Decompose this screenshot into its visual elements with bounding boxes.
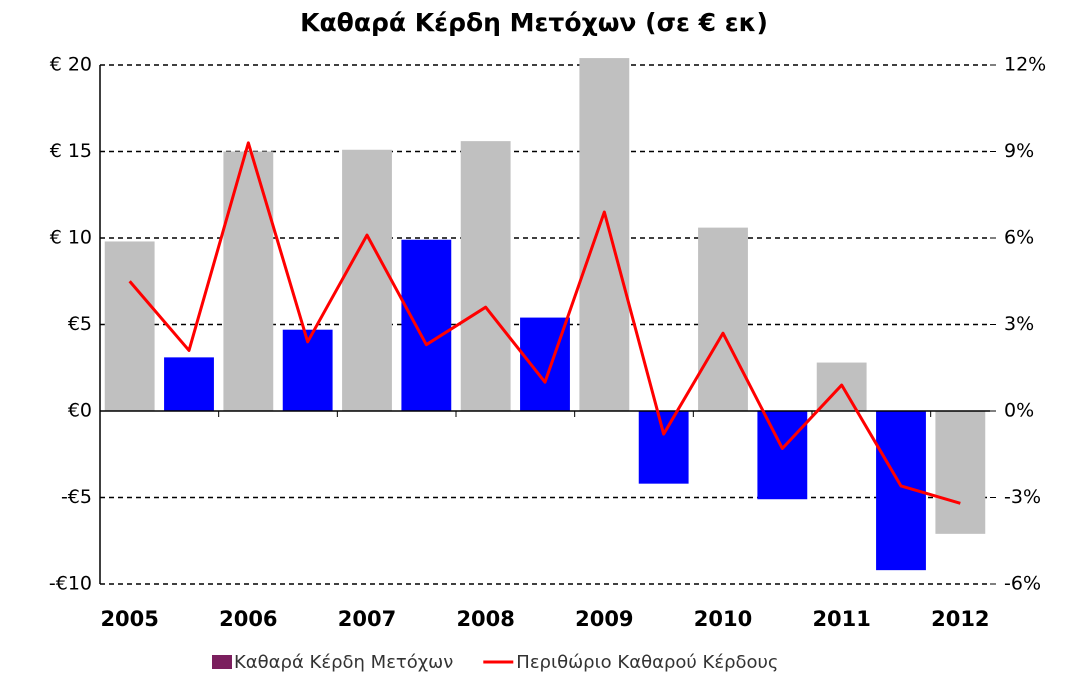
y-tick-label: € 10 [50, 227, 92, 249]
y-tick-label: -€5 [61, 486, 92, 508]
y-tick-label: €5 [68, 313, 92, 335]
bar [401, 239, 452, 411]
bar [460, 141, 511, 411]
legend-swatch [212, 655, 232, 669]
bar [935, 411, 986, 534]
legend-label: Περιθώριο Καθαρού Κέρδους [516, 652, 778, 673]
x-tick-label: 2010 [694, 607, 752, 631]
legend-label: Καθαρά Κέρδη Μετόχων [234, 652, 453, 673]
bar [223, 151, 274, 411]
line [128, 141, 961, 505]
y-tick-label: -€10 [49, 573, 92, 595]
chart-title: Καθαρά Κέρδη Μετόχων (σε € εκ) [300, 8, 768, 37]
bar [579, 58, 630, 411]
y-tick-label: € 15 [50, 140, 92, 162]
y-tick-label: €0 [68, 400, 92, 422]
bar [757, 411, 808, 500]
y2-tick-label: -6% [1004, 573, 1041, 595]
x-tick-label: 2006 [219, 607, 277, 631]
bar [164, 357, 214, 411]
bar [638, 411, 689, 484]
bar [104, 241, 155, 411]
y2-tick-label: 0% [1004, 400, 1034, 422]
x-tick-label: 2007 [338, 607, 396, 631]
y2-tick-label: 6% [1004, 227, 1034, 249]
x-tick-label: 2012 [931, 607, 989, 631]
x-tick-label: 2008 [456, 607, 514, 631]
x-tick-label: 2009 [575, 607, 633, 631]
y2-tick-label: -3% [1004, 486, 1041, 508]
bar [342, 149, 392, 411]
y-tick-label: € 20 [50, 54, 92, 76]
y2-tick-label: 3% [1004, 313, 1034, 335]
bar [698, 227, 748, 411]
y2-tick-label: 9% [1004, 140, 1034, 162]
x-tick-label: 2005 [100, 607, 158, 631]
y2-tick-label: 12% [1004, 54, 1046, 76]
x-tick-label: 2011 [812, 607, 870, 631]
